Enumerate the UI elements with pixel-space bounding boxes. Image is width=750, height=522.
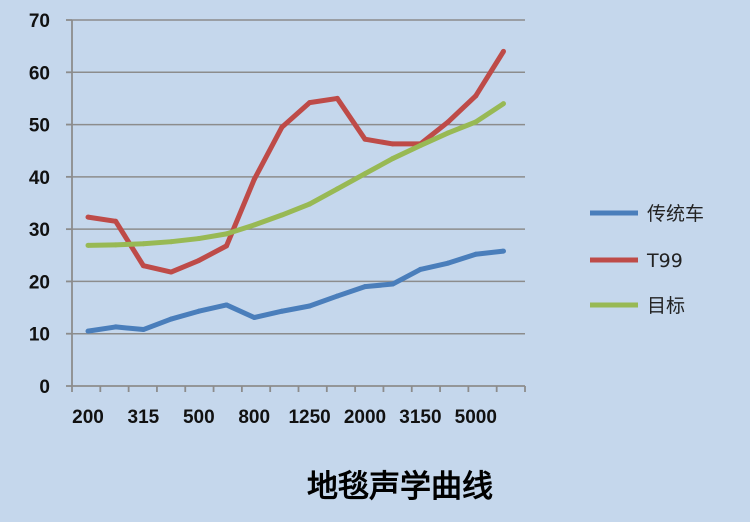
x-tick-label: 2000	[344, 407, 386, 428]
data-point	[168, 269, 174, 275]
data-point	[445, 130, 451, 136]
data-point	[501, 101, 506, 107]
data-point	[362, 171, 368, 177]
y-tick-label: 0	[39, 377, 50, 398]
y-axis-ticks: 0 10 20 30 40 50 60 70	[29, 11, 50, 398]
data-point	[251, 176, 257, 182]
data-point	[362, 284, 368, 290]
chart-title: 地毯声学曲线	[307, 469, 493, 505]
data-point	[390, 281, 396, 287]
series-line	[87, 101, 505, 248]
x-tick-label: 3150	[399, 407, 441, 428]
y-tick-label: 30	[29, 220, 50, 241]
data-point	[113, 324, 119, 330]
data-point	[473, 93, 479, 99]
data-point	[168, 239, 174, 245]
y-tick-label: 40	[29, 168, 50, 189]
data-point	[417, 266, 423, 272]
legend-label: 目标	[647, 295, 685, 317]
data-point	[113, 218, 119, 224]
legend: 传统车 T99 目标	[590, 203, 704, 317]
y-tick-label: 60	[29, 63, 50, 84]
data-point	[251, 222, 257, 228]
data-point	[334, 293, 340, 299]
x-tick-label: 800	[238, 407, 270, 428]
data-point	[251, 315, 257, 321]
data-point	[362, 136, 368, 142]
data-point	[140, 241, 146, 247]
data-point	[140, 263, 146, 269]
data-point	[168, 316, 174, 322]
legend-label: T99	[646, 250, 683, 272]
series-传统车	[85, 248, 506, 334]
legend-item: T99	[590, 250, 683, 272]
data-point	[224, 302, 229, 308]
series-T99	[85, 48, 506, 275]
data-point	[224, 231, 229, 237]
series-line	[87, 248, 504, 334]
data-point	[307, 100, 313, 106]
x-axis-ticks: 200 315 500 800 1250 2000 3150 5000	[72, 407, 497, 428]
data-point	[334, 186, 340, 192]
x-tick-label: 200	[72, 407, 104, 428]
data-point	[279, 308, 285, 314]
x-tick-label: 5000	[455, 407, 497, 428]
x-tick-label: 1250	[288, 407, 330, 428]
legend-item: 目标	[590, 295, 685, 317]
series-目标	[85, 101, 506, 248]
data-point	[390, 156, 396, 162]
data-point	[224, 243, 229, 249]
y-tick-label: 50	[29, 116, 50, 137]
data-point	[85, 214, 91, 220]
data-point	[390, 141, 396, 147]
gridlines	[66, 19, 526, 392]
data-point	[417, 142, 423, 148]
data-point	[501, 48, 506, 54]
y-tick-label: 70	[29, 11, 50, 32]
data-point	[85, 328, 91, 334]
data-point	[196, 236, 202, 242]
series-line	[87, 50, 506, 275]
data-point	[445, 260, 451, 266]
series-lines	[85, 48, 506, 334]
data-point	[501, 248, 506, 254]
data-point	[279, 124, 285, 130]
data-point	[140, 327, 146, 333]
legend-label: 传统车	[647, 203, 704, 225]
data-point	[334, 95, 340, 101]
data-point	[307, 303, 313, 309]
data-point	[196, 258, 202, 264]
data-point	[473, 251, 479, 257]
y-tick-label: 10	[29, 325, 50, 346]
data-point	[279, 212, 285, 218]
legend-item: 传统车	[590, 203, 704, 225]
data-point	[473, 119, 479, 125]
data-point	[85, 242, 91, 248]
data-point	[196, 308, 202, 314]
data-point	[113, 242, 119, 248]
y-tick-label: 20	[29, 272, 50, 293]
x-tick-label: 500	[183, 407, 215, 428]
x-tick-label: 315	[128, 407, 160, 428]
data-point	[445, 119, 451, 125]
data-point	[307, 201, 313, 207]
